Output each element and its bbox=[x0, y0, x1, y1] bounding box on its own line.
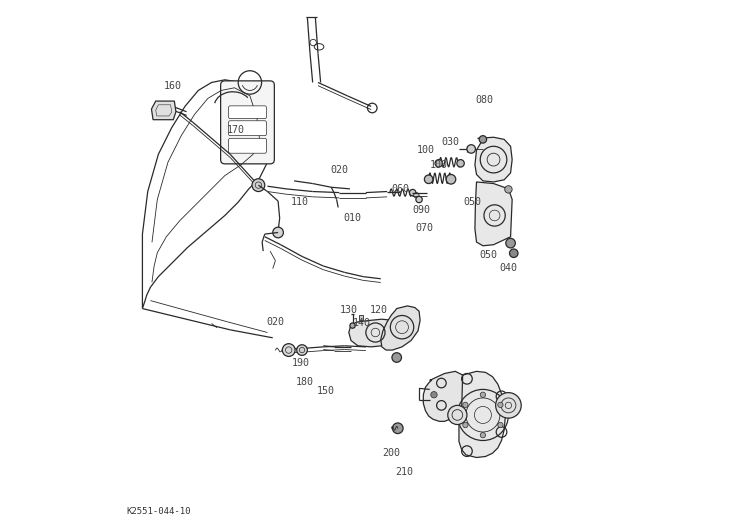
Circle shape bbox=[479, 136, 486, 143]
Text: K2551-044-10: K2551-044-10 bbox=[127, 508, 191, 516]
Text: 090: 090 bbox=[413, 205, 431, 215]
Circle shape bbox=[457, 160, 465, 167]
Circle shape bbox=[495, 393, 521, 418]
Circle shape bbox=[480, 392, 486, 397]
Text: 160: 160 bbox=[164, 81, 182, 91]
Text: 170: 170 bbox=[227, 126, 245, 135]
Circle shape bbox=[297, 345, 307, 355]
Polygon shape bbox=[381, 306, 420, 350]
Circle shape bbox=[447, 174, 456, 184]
Text: 180: 180 bbox=[296, 377, 314, 387]
Text: 210: 210 bbox=[395, 467, 413, 477]
Circle shape bbox=[463, 422, 468, 428]
Circle shape bbox=[435, 160, 443, 167]
Circle shape bbox=[425, 175, 433, 184]
FancyBboxPatch shape bbox=[229, 138, 267, 153]
Circle shape bbox=[431, 392, 437, 398]
Text: 050: 050 bbox=[479, 251, 497, 260]
Text: 010: 010 bbox=[343, 213, 361, 223]
Circle shape bbox=[480, 433, 486, 438]
Polygon shape bbox=[475, 182, 512, 246]
Polygon shape bbox=[151, 101, 176, 120]
Circle shape bbox=[413, 193, 419, 198]
Circle shape bbox=[498, 422, 503, 428]
Polygon shape bbox=[459, 371, 505, 458]
Text: 130: 130 bbox=[340, 305, 358, 314]
Text: 140: 140 bbox=[352, 318, 370, 328]
Circle shape bbox=[282, 344, 295, 356]
Text: 200: 200 bbox=[382, 448, 400, 458]
FancyBboxPatch shape bbox=[221, 81, 274, 164]
Circle shape bbox=[252, 179, 265, 192]
Circle shape bbox=[510, 249, 518, 257]
Text: 100: 100 bbox=[430, 160, 448, 170]
Text: 020: 020 bbox=[331, 165, 348, 175]
FancyBboxPatch shape bbox=[229, 121, 267, 136]
Polygon shape bbox=[475, 137, 512, 182]
Text: 040: 040 bbox=[499, 263, 517, 272]
Text: 070: 070 bbox=[416, 223, 434, 232]
Circle shape bbox=[467, 145, 475, 153]
Circle shape bbox=[416, 196, 422, 203]
Polygon shape bbox=[349, 319, 403, 347]
Text: 110: 110 bbox=[291, 197, 309, 207]
Polygon shape bbox=[423, 371, 466, 421]
Circle shape bbox=[506, 238, 515, 248]
Text: 020: 020 bbox=[267, 317, 285, 327]
Text: 120: 120 bbox=[370, 305, 388, 314]
Circle shape bbox=[463, 402, 468, 408]
FancyBboxPatch shape bbox=[229, 106, 267, 119]
Circle shape bbox=[350, 323, 355, 328]
Text: 030: 030 bbox=[441, 137, 459, 147]
Text: 060: 060 bbox=[392, 184, 410, 194]
Circle shape bbox=[392, 423, 403, 434]
Circle shape bbox=[505, 186, 512, 193]
Circle shape bbox=[448, 405, 467, 425]
Circle shape bbox=[410, 189, 416, 196]
Polygon shape bbox=[359, 315, 363, 320]
Text: 100: 100 bbox=[417, 145, 435, 155]
Circle shape bbox=[392, 353, 401, 362]
Text: 150: 150 bbox=[317, 386, 335, 396]
Circle shape bbox=[273, 227, 283, 238]
Circle shape bbox=[498, 402, 503, 408]
Text: 080: 080 bbox=[475, 95, 493, 105]
Text: 190: 190 bbox=[291, 358, 309, 368]
Text: 050: 050 bbox=[463, 197, 481, 207]
